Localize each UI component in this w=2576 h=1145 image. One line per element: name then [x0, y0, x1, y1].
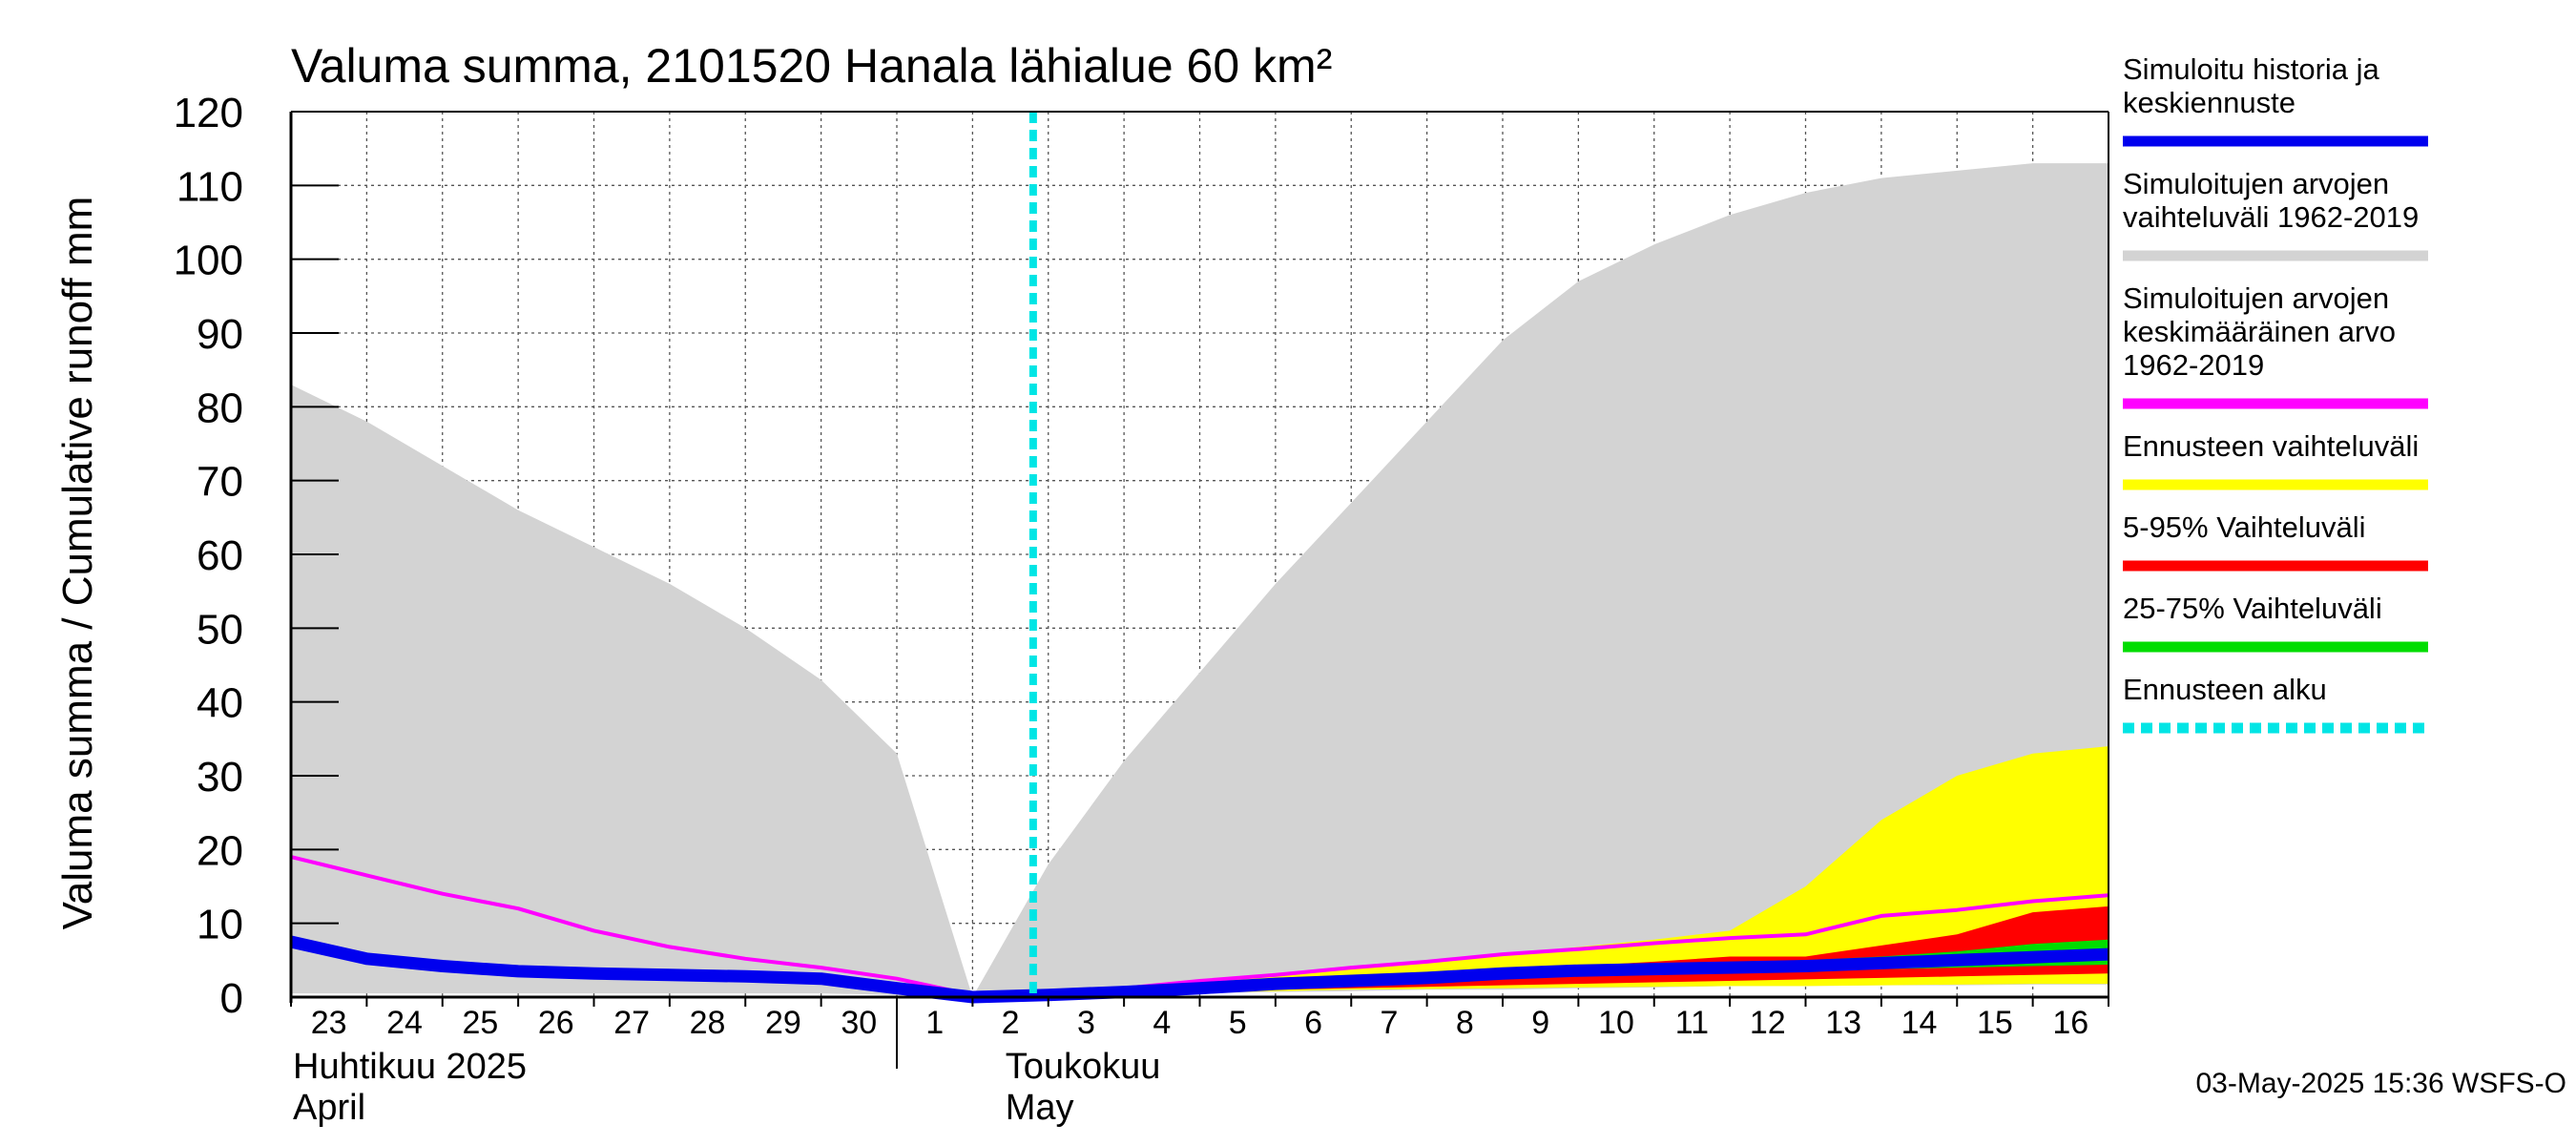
y-tick-label: 20 [197, 827, 243, 874]
x-tick-label: 30 [841, 1005, 877, 1041]
series-lines [289, 112, 2109, 1004]
x-tick-label: 9 [1531, 1005, 1549, 1041]
x-tick-label: 13 [1825, 1005, 1861, 1041]
month-label-en: April [293, 1088, 365, 1128]
band-5-95-vaihteluv-li [972, 906, 2109, 997]
legend-label: Simuloitujen arvojen [2123, 281, 2389, 315]
x-tick-label: 16 [2052, 1005, 2088, 1041]
x-tick-label: 29 [765, 1005, 801, 1041]
legend-label: keskimääräinen arvo [2123, 315, 2396, 348]
x-tick-label: 5 [1229, 1005, 1247, 1041]
chart-title: Valuma summa, 2101520 Hanala lähialue 60… [291, 39, 1332, 93]
x-tick-label: 6 [1304, 1005, 1322, 1041]
month-label-fi: Huhtikuu 2025 [293, 1047, 527, 1087]
y-tick-label: 80 [197, 385, 243, 431]
x-tick-label: 25 [463, 1005, 499, 1041]
x-tick-label: 28 [690, 1005, 726, 1041]
band-ennusteen-vaihteluv-li [972, 746, 2109, 997]
y-tick-label: 10 [197, 902, 243, 948]
legend-label: Simuloitu historia ja [2123, 52, 2380, 86]
x-tick-label: 4 [1153, 1005, 1171, 1041]
x-tick-label: 1 [925, 1005, 944, 1041]
legend-label: Simuloitujen arvojen [2123, 167, 2389, 200]
legend-label: Ennusteen vaihteluväli [2123, 429, 2419, 463]
legend-label: Ennusteen alku [2123, 673, 2327, 706]
y-tick-label: 50 [197, 606, 243, 653]
y-tick-label: 60 [197, 532, 243, 579]
x-tick-label: 12 [1750, 1005, 1786, 1041]
history-forecast-line [289, 935, 2109, 1004]
legend-label: keskiennuste [2123, 86, 2296, 119]
y-axis-label: Valuma summa / Cumulative runoff mm [54, 197, 101, 930]
y-tick-label: 90 [197, 311, 243, 358]
band-simuloitujen-arvojen-vaihteluv-li-1962-2019 [291, 163, 2109, 998]
x-tick-label: 14 [1901, 1005, 1938, 1041]
y-tick-label: 100 [174, 238, 243, 284]
x-tick-label: 8 [1456, 1005, 1474, 1041]
x-tick-label: 2 [1002, 1005, 1020, 1041]
y-tick-label: 30 [197, 754, 243, 801]
x-tick-label: 11 [1675, 1005, 1709, 1041]
month-label-en: May [1006, 1088, 1074, 1128]
x-tick-label: 26 [538, 1005, 574, 1041]
x-tick-label: 23 [311, 1005, 347, 1041]
legend-label: 25-75% Vaihteluväli [2123, 592, 2382, 625]
y-tick-label: 120 [174, 90, 243, 136]
x-tick-label: 27 [613, 1005, 650, 1041]
timestamp: 03-May-2025 15:36 WSFS-O [2196, 1068, 2567, 1099]
x-tick-label: 10 [1598, 1005, 1634, 1041]
y-tick-label: 70 [197, 459, 243, 506]
x-tick-label: 7 [1380, 1005, 1398, 1041]
legend-label: 1962-2019 [2123, 348, 2264, 382]
legend-label: vaihteluväli 1962-2019 [2123, 200, 2419, 234]
x-tick-label: 24 [386, 1005, 423, 1041]
x-tick-label: 3 [1077, 1005, 1095, 1041]
x-tick-label: 15 [1977, 1005, 2013, 1041]
y-tick-label: 110 [177, 163, 243, 210]
month-label-fi: Toukokuu [1006, 1047, 1161, 1087]
mean-line [290, 855, 2109, 997]
y-tick-label: 0 [220, 975, 243, 1022]
legend-label: 5-95% Vaihteluväli [2123, 510, 2365, 544]
y-tick-label: 40 [197, 680, 243, 727]
